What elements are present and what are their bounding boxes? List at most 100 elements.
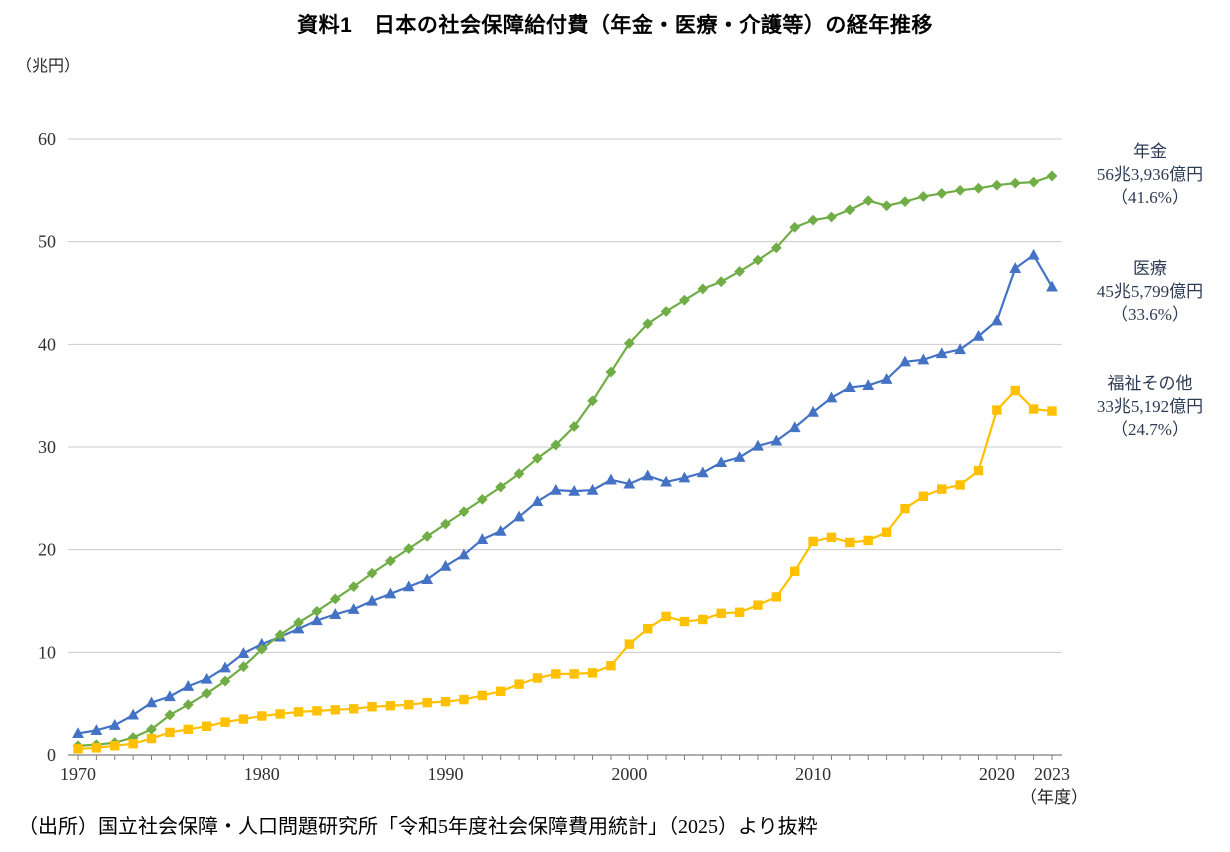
series-welfare [73, 385, 1057, 754]
x-tick-label: 1990 [428, 764, 464, 784]
point-welfare-2023 [1047, 406, 1057, 416]
point-pension-1987 [385, 555, 396, 567]
chart-title: 資料1 日本の社会保障給付費（年金・医療・介護等）の経年推移 [297, 14, 933, 37]
point-medical-2012 [843, 381, 856, 393]
point-pension-1991 [458, 506, 470, 518]
point-welfare-2001 [642, 624, 653, 634]
series-medical-markers [72, 248, 1058, 739]
point-medical-1998 [586, 483, 599, 495]
point-welfare-1989 [422, 697, 432, 708]
point-pension-2004 [697, 283, 709, 295]
point-welfare-1987 [385, 701, 396, 711]
point-medical-1977 [200, 672, 213, 684]
y-axis-unit-label: （兆円） [16, 58, 81, 75]
point-pension-1980 [256, 643, 268, 655]
point-pension-1989 [421, 530, 433, 542]
point-welfare-2015 [900, 503, 910, 514]
point-medical-1989 [421, 573, 434, 585]
point-pension-2000 [623, 337, 635, 349]
legend-medical-name: 医療 [1133, 259, 1167, 278]
legend-pension: 年金 56兆3,936億円 （41.6%） [1072, 140, 1228, 209]
point-medical-1994 [513, 510, 525, 522]
point-welfare-1984 [330, 705, 340, 715]
point-welfare-1980 [257, 711, 267, 721]
point-medical-1976 [182, 680, 195, 691]
point-medical-2020 [990, 314, 1003, 326]
point-welfare-1971 [91, 743, 102, 753]
legend-welfare-name: 福祉その他 [1107, 374, 1193, 393]
point-medical-1979 [237, 647, 250, 658]
point-welfare-2017 [937, 484, 947, 494]
point-medical-1987 [384, 587, 397, 599]
point-welfare-1981 [275, 709, 285, 719]
point-pension-1985 [348, 581, 360, 593]
x-tick-label: 2010 [795, 764, 831, 784]
y-tick-label: 60 [38, 129, 56, 149]
x-tick-label: 2020 [979, 764, 1015, 784]
point-welfare-1986 [367, 702, 377, 712]
point-pension-2013 [862, 195, 874, 206]
point-pension-2002 [660, 306, 672, 317]
point-welfare-1982 [293, 707, 304, 717]
point-pension-2014 [881, 200, 893, 212]
point-medical-1999 [605, 473, 617, 485]
point-medical-2006 [733, 451, 746, 462]
point-pension-1986 [366, 567, 378, 579]
point-welfare-2022 [1028, 404, 1039, 414]
y-tick-label: 10 [38, 642, 56, 662]
x-tick-labels: 1970 1980 1990 2000 2010 2020 2023 [60, 764, 1070, 784]
point-welfare-1983 [312, 706, 322, 716]
point-welfare-1975 [165, 727, 175, 738]
point-welfare-2009 [790, 566, 800, 576]
series-welfare-markers [73, 385, 1057, 754]
point-welfare-2020 [992, 405, 1002, 415]
point-medical-2004 [696, 466, 709, 478]
point-welfare-2010 [808, 536, 818, 547]
point-welfare-2016 [918, 491, 929, 501]
point-medical-2015 [899, 355, 911, 367]
point-medical-2005 [715, 456, 728, 467]
point-welfare-1994 [514, 679, 524, 689]
y-tick-label: 40 [38, 334, 56, 354]
point-welfare-1998 [587, 668, 598, 678]
point-welfare-1992 [477, 690, 488, 701]
point-medical-2016 [917, 353, 930, 365]
point-welfare-2005 [716, 608, 726, 619]
point-medical-1997 [568, 484, 581, 496]
legend-welfare-value: 33兆5,192億円 [1096, 397, 1204, 416]
point-medical-1986 [366, 594, 378, 606]
point-welfare-1996 [551, 669, 561, 679]
point-welfare-2004 [698, 614, 708, 625]
legend-welfare-share: （24.7%） [1111, 420, 1189, 439]
legend-welfare: 福祉その他 33兆5,192億円 （24.7%） [1072, 372, 1228, 441]
point-medical-1990 [439, 559, 452, 571]
point-pension-1984 [329, 593, 341, 605]
point-pension-1994 [513, 468, 525, 480]
legend-pension-value: 56兆3,936億円 [1096, 165, 1204, 184]
x-tick-label: 1970 [60, 764, 96, 784]
y-tick-label: 50 [38, 232, 56, 252]
series-pension [72, 170, 1058, 752]
point-medical-2000 [623, 477, 636, 489]
point-medical-2010 [807, 405, 819, 417]
series-pension-line [77, 174, 1053, 747]
x-tick-label: 2023 [1034, 764, 1070, 784]
point-pension-2010 [807, 214, 819, 226]
point-pension-1981 [274, 629, 286, 641]
point-pension-1999 [605, 366, 617, 378]
point-pension-2021 [1009, 177, 1021, 189]
point-welfare-2018 [955, 480, 965, 490]
point-pension-2022 [1028, 176, 1040, 188]
point-medical-1973 [127, 708, 140, 720]
point-medical-2019 [972, 329, 985, 341]
point-medical-1984 [329, 608, 342, 619]
point-pension-2019 [973, 182, 984, 194]
legend-medical-share: （33.6%） [1111, 305, 1189, 324]
point-welfare-1988 [404, 699, 414, 710]
point-welfare-1999 [606, 660, 616, 671]
point-medical-2009 [788, 421, 801, 433]
x-tick-label: 1980 [244, 764, 280, 784]
point-medical-2022 [1027, 248, 1040, 260]
